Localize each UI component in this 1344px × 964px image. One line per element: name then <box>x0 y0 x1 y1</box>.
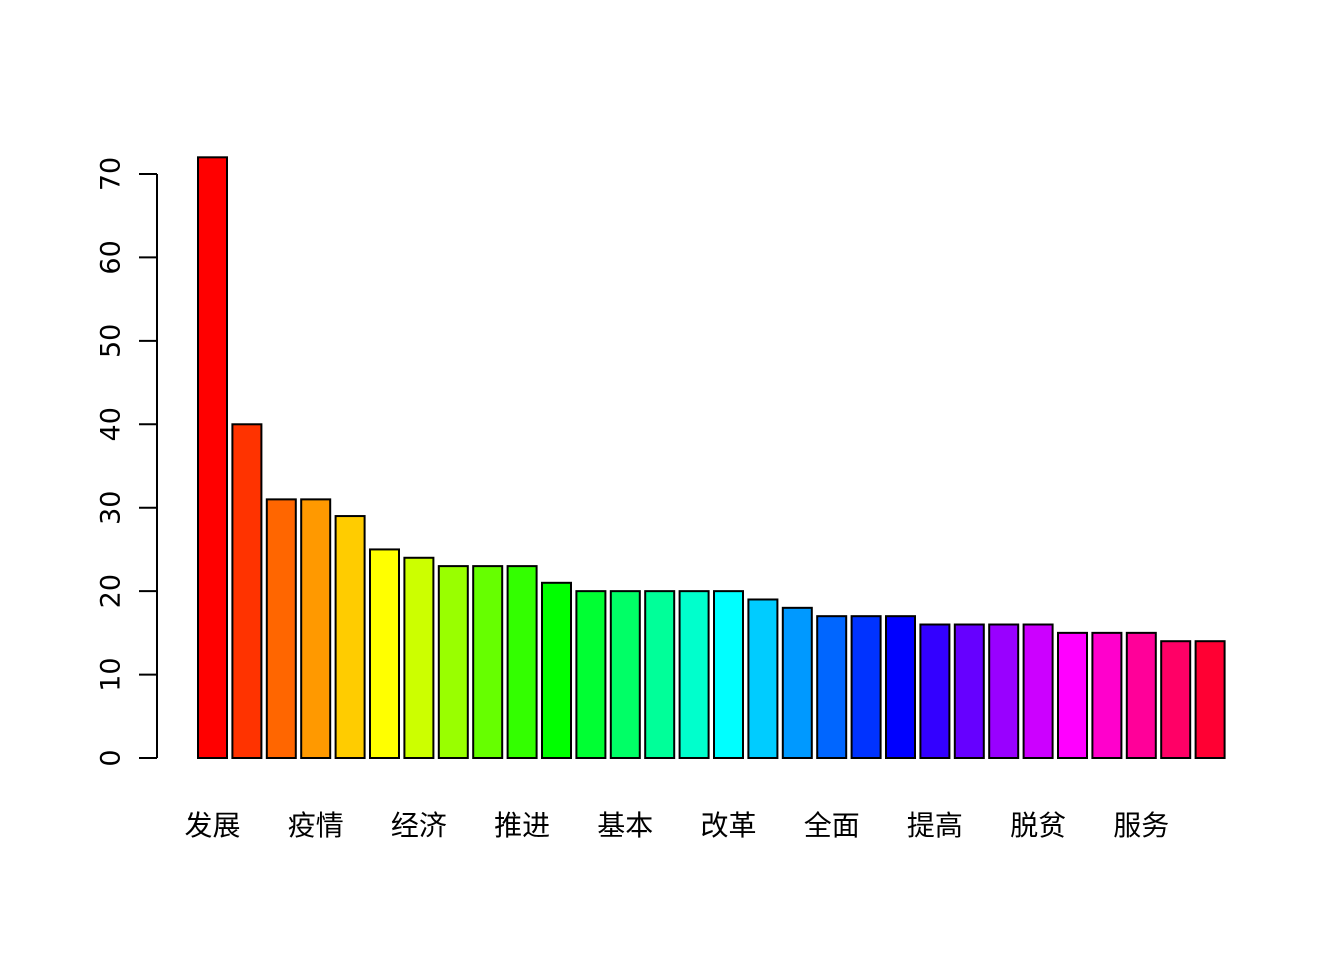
x-tick-label: 经济 <box>391 809 447 842</box>
y-tick-label: 20 <box>96 574 127 608</box>
x-tick-label: 提高 <box>907 809 963 842</box>
x-tick-label: 改革 <box>700 809 756 842</box>
y-tick-label: 50 <box>96 324 127 358</box>
x-tick-label: 基本 <box>597 809 653 842</box>
bar <box>437 565 469 759</box>
bars-group <box>197 156 1226 760</box>
y-tick-label: 60 <box>96 240 127 274</box>
bar <box>541 581 572 759</box>
bar <box>369 548 400 760</box>
y-tick-label: 40 <box>96 407 127 441</box>
bar <box>747 598 779 759</box>
bar <box>850 615 882 760</box>
x-axis-labels: 发展 疫情 经济 推进 基本 改革 全面 提高 脱贫 服务 <box>184 809 1169 842</box>
bar <box>988 623 1020 759</box>
bar <box>1022 623 1054 759</box>
x-tick-label: 脱贫 <box>1010 809 1066 842</box>
x-tick-label: 服务 <box>1113 809 1169 842</box>
y-tick-label: 0 <box>96 749 127 766</box>
bar <box>231 423 263 759</box>
x-tick-label: 推进 <box>494 809 550 842</box>
x-tick-label: 疫情 <box>288 809 344 842</box>
bar <box>403 556 435 759</box>
bar <box>781 606 813 759</box>
bar <box>1160 640 1192 760</box>
bar <box>953 623 985 759</box>
y-tick-label: 30 <box>96 491 127 525</box>
bar <box>1057 631 1088 759</box>
bar <box>816 615 848 760</box>
y-tick-label: 10 <box>96 657 127 691</box>
bar <box>265 498 297 759</box>
bar <box>197 156 228 760</box>
bar <box>1091 631 1123 759</box>
bar <box>885 615 916 760</box>
y-tick-label: 70 <box>96 157 127 191</box>
x-tick-label: 发展 <box>184 809 240 842</box>
bar <box>472 565 504 759</box>
x-tick-label: 全面 <box>804 809 860 842</box>
bar <box>300 498 332 759</box>
bar <box>1194 640 1226 760</box>
bar <box>678 590 710 760</box>
bar <box>609 590 641 760</box>
bar <box>334 515 366 759</box>
bar <box>919 623 951 759</box>
bar <box>506 565 538 759</box>
y-axis: 0 10 20 30 40 50 60 70 <box>96 157 158 767</box>
bar <box>713 590 744 760</box>
bar <box>1125 631 1157 759</box>
bar <box>575 590 607 760</box>
bar <box>644 590 676 760</box>
